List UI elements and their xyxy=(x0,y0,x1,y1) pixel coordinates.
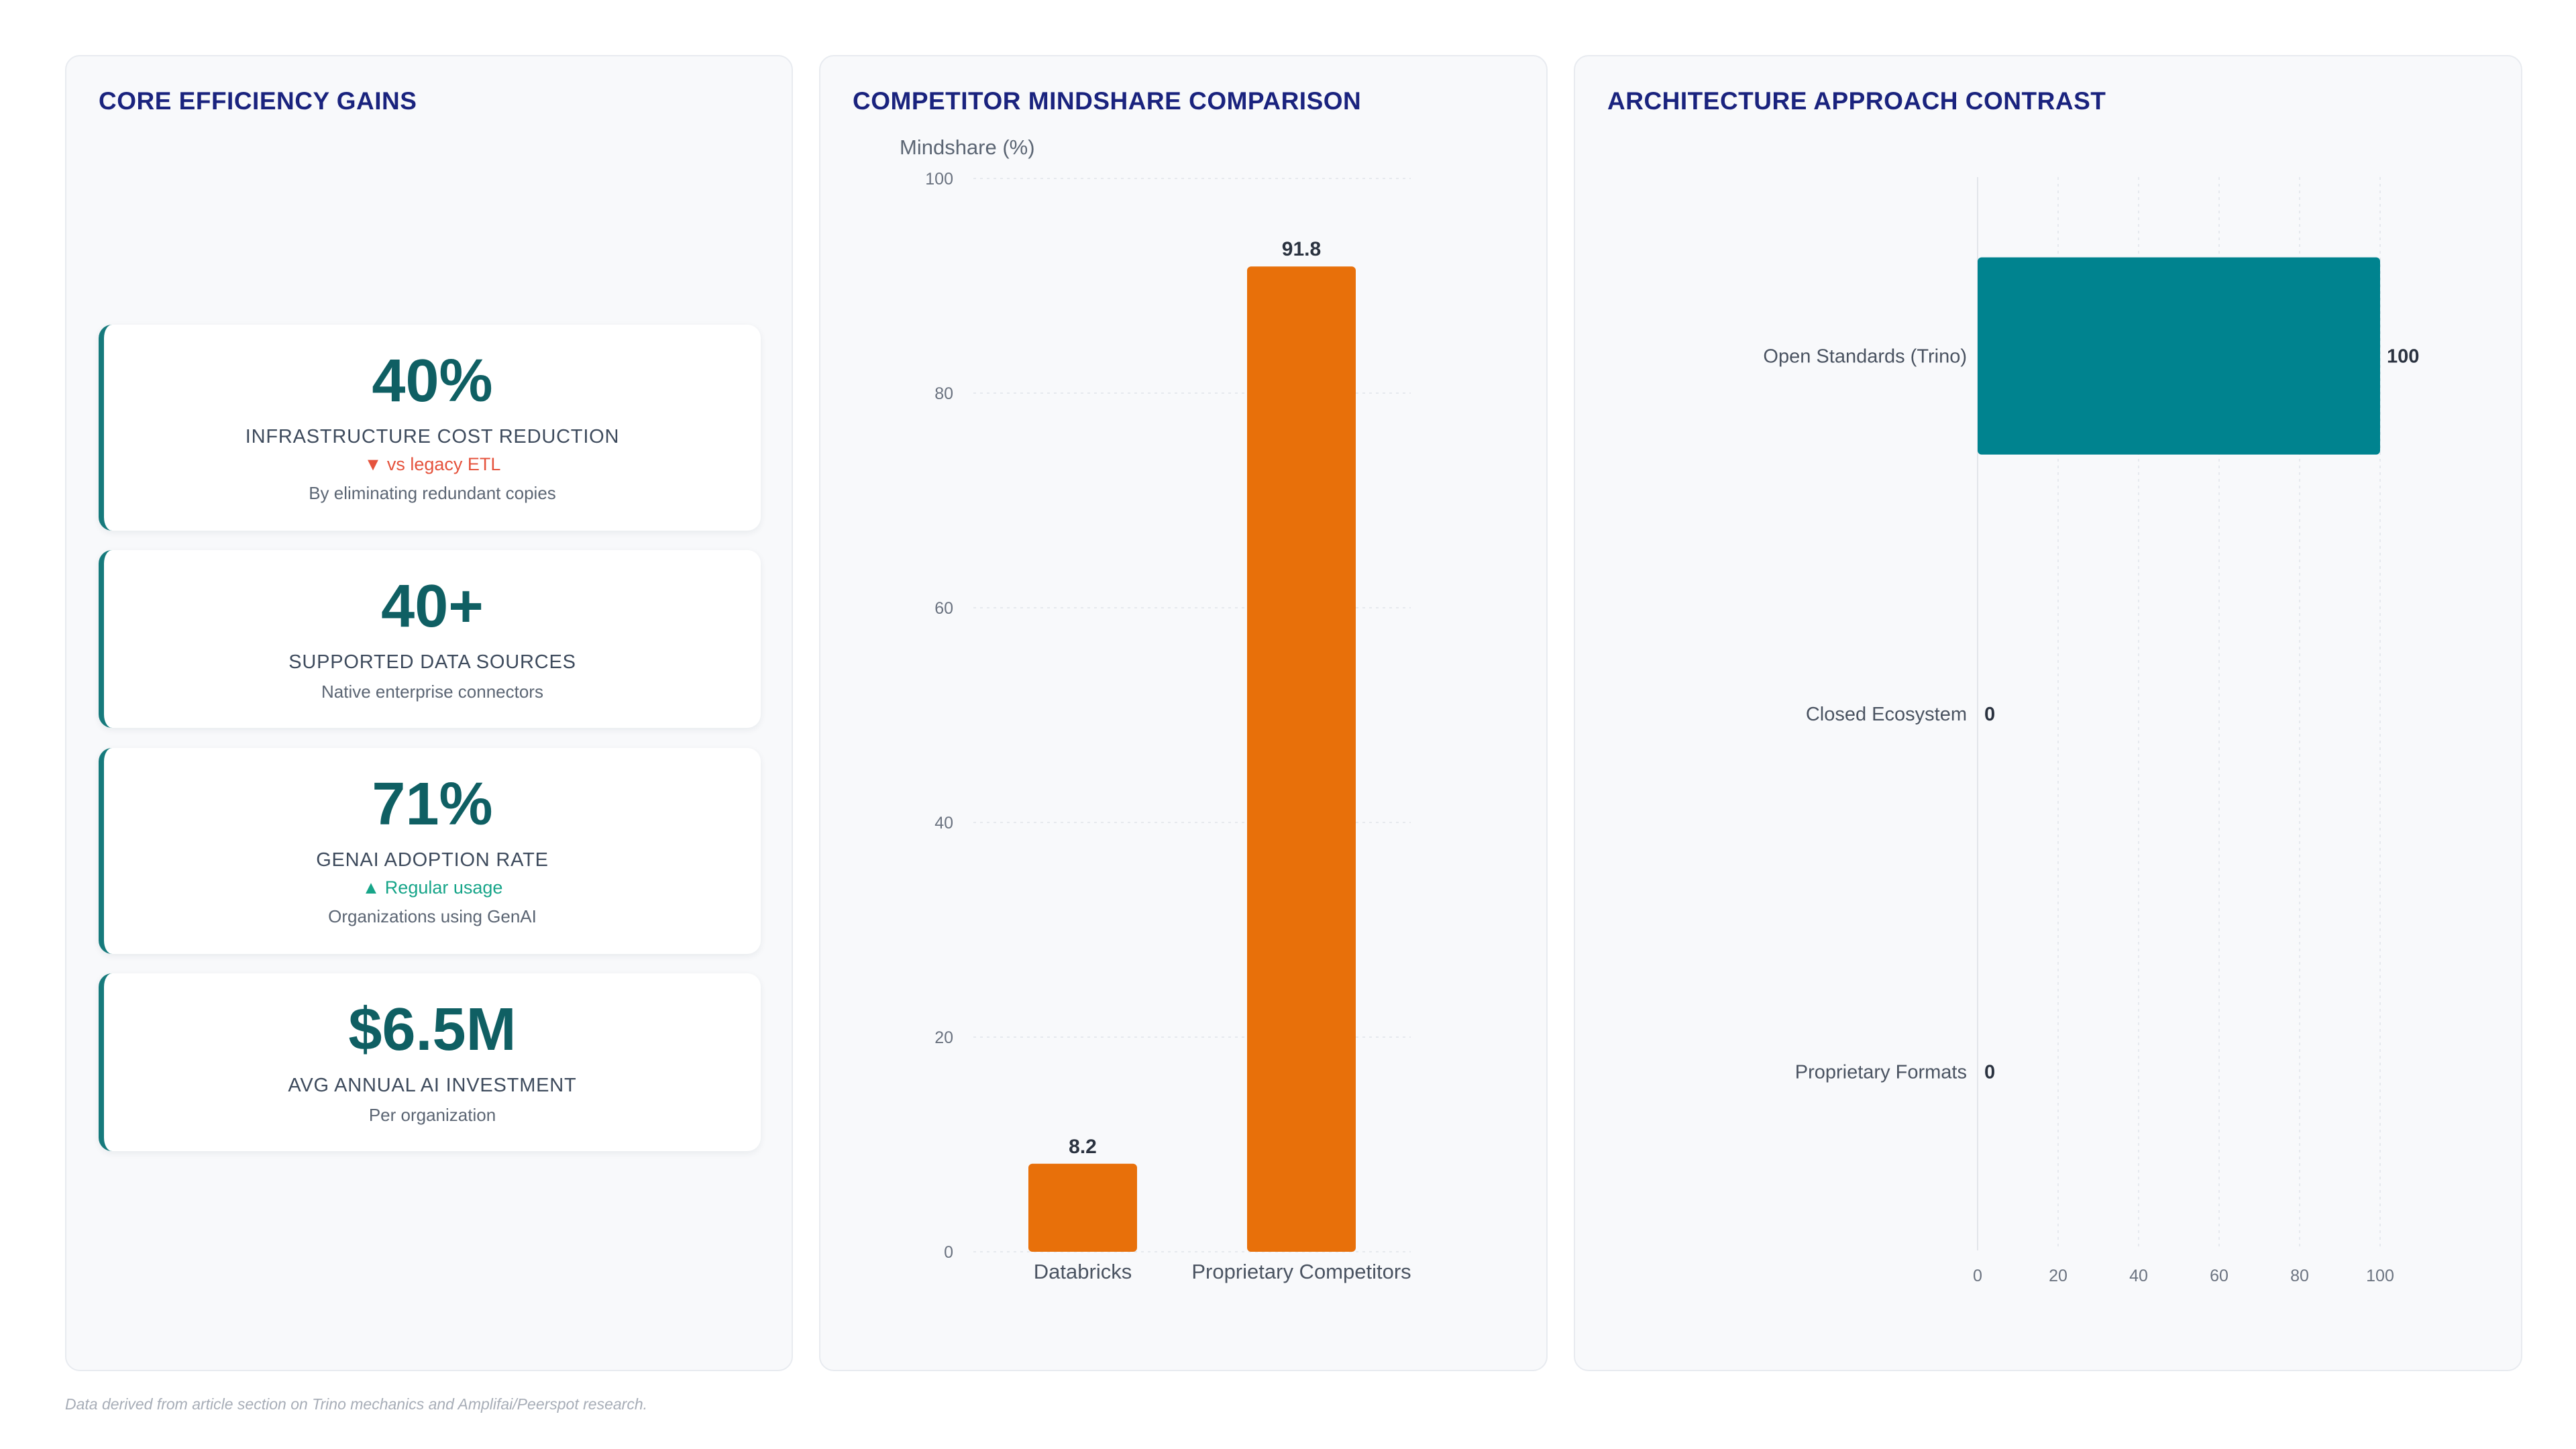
bar-value-label: 91.8 xyxy=(1282,238,1321,260)
core-efficiency-title: CORE EFFICIENCY GAINS xyxy=(99,87,417,115)
kpi-card-cost-reduction: 40% INFRASTRUCTURE COST REDUCTION ▼ vs l… xyxy=(99,325,761,531)
kpi-note: Organizations using GenAI xyxy=(328,906,537,926)
mindshare-panel: COMPETITOR MINDSHARE COMPARISON 0 20 40 60 8… xyxy=(819,55,1548,1371)
y-tick-label: 60 xyxy=(934,599,953,618)
kpi-card-ai-investment: $6.5M AVG ANNUAL AI INVESTMENT Per organ… xyxy=(99,973,761,1151)
kpi-note: Native enterprise connectors xyxy=(321,682,543,702)
x-tick-label: 20 xyxy=(2049,1267,2068,1285)
architecture-title: ARCHITECTURE APPROACH CONTRAST xyxy=(1607,87,2106,115)
bar xyxy=(1247,266,1356,1252)
y-tick-label: 40 xyxy=(934,814,953,833)
kpi-value: 71% xyxy=(372,771,493,838)
kpi-label: AVG ANNUAL AI INVESTMENT xyxy=(288,1075,577,1096)
kpi-card-genai-adoption: 71% GENAI ADOPTION RATE ▲ Regular usage … xyxy=(99,748,761,954)
x-category-label: Databricks xyxy=(1034,1260,1132,1283)
kpi-value: 40+ xyxy=(381,573,484,640)
y-tick-label: 80 xyxy=(934,384,953,403)
y-category-label: Proprietary Formats xyxy=(1795,1061,1967,1083)
y-tick-label: 100 xyxy=(925,170,953,189)
y-tick-label: 20 xyxy=(934,1028,953,1047)
bar-value-label: 0 xyxy=(1984,1061,1995,1083)
kpi-label: INFRASTRUCTURE COST REDUCTION xyxy=(245,426,620,447)
bar-value-label: 0 xyxy=(1984,704,1995,725)
x-tick-label: 100 xyxy=(2366,1267,2394,1285)
mindshare-chart: 0 20 40 60 80 100 Mindshare (%) 8.2 Databricks 91… xyxy=(900,136,1411,1283)
kpi-label: GENAI ADOPTION RATE xyxy=(316,849,549,871)
kpi-delta: ▼ vs legacy ETL xyxy=(364,454,501,474)
x-tick-label: 80 xyxy=(2290,1267,2309,1285)
bar-value-label: 8.2 xyxy=(1069,1136,1097,1158)
y-tick-label: 0 xyxy=(944,1243,953,1262)
kpi-delta: ▲ Regular usage xyxy=(362,877,503,898)
x-tick-label: 60 xyxy=(2210,1267,2229,1285)
bar xyxy=(1028,1163,1137,1252)
architecture-chart: 0 20 40 60 80 100 Open Standards (Trino) 100 Clo… xyxy=(1763,177,2419,1285)
x-category-label: Proprietary Competitors xyxy=(1191,1260,1411,1283)
kpi-value: $6.5M xyxy=(348,996,517,1063)
kpi-card-data-sources: 40+ SUPPORTED DATA SOURCES Native enterp… xyxy=(99,550,761,728)
y-axis-label: Mindshare (%) xyxy=(900,136,1035,159)
kpi-note: Per organization xyxy=(368,1105,496,1125)
kpi-value: 40% xyxy=(372,347,493,415)
architecture-panel: ARCHITECTURE APPROACH CONTRAST 0 20 40 60 80… xyxy=(1574,55,2522,1371)
x-tick-label: 40 xyxy=(2129,1267,2148,1285)
bar xyxy=(1978,257,2380,455)
kpi-label: SUPPORTED DATA SOURCES xyxy=(288,651,576,673)
y-category-label: Closed Ecosystem xyxy=(1806,704,1967,725)
bar-value-label: 100 xyxy=(2387,346,2419,368)
mindshare-title: COMPETITOR MINDSHARE COMPARISON xyxy=(853,87,1362,115)
footnote: Data derived from article section on Tri… xyxy=(65,1395,648,1413)
x-tick-label: 0 xyxy=(1973,1267,1982,1285)
kpi-note: By eliminating redundant copies xyxy=(309,483,556,503)
y-category-label: Open Standards (Trino) xyxy=(1763,346,1967,368)
core-efficiency-panel: CORE EFFICIENCY GAINS 40% INFRASTRUCTURE… xyxy=(65,55,793,1371)
